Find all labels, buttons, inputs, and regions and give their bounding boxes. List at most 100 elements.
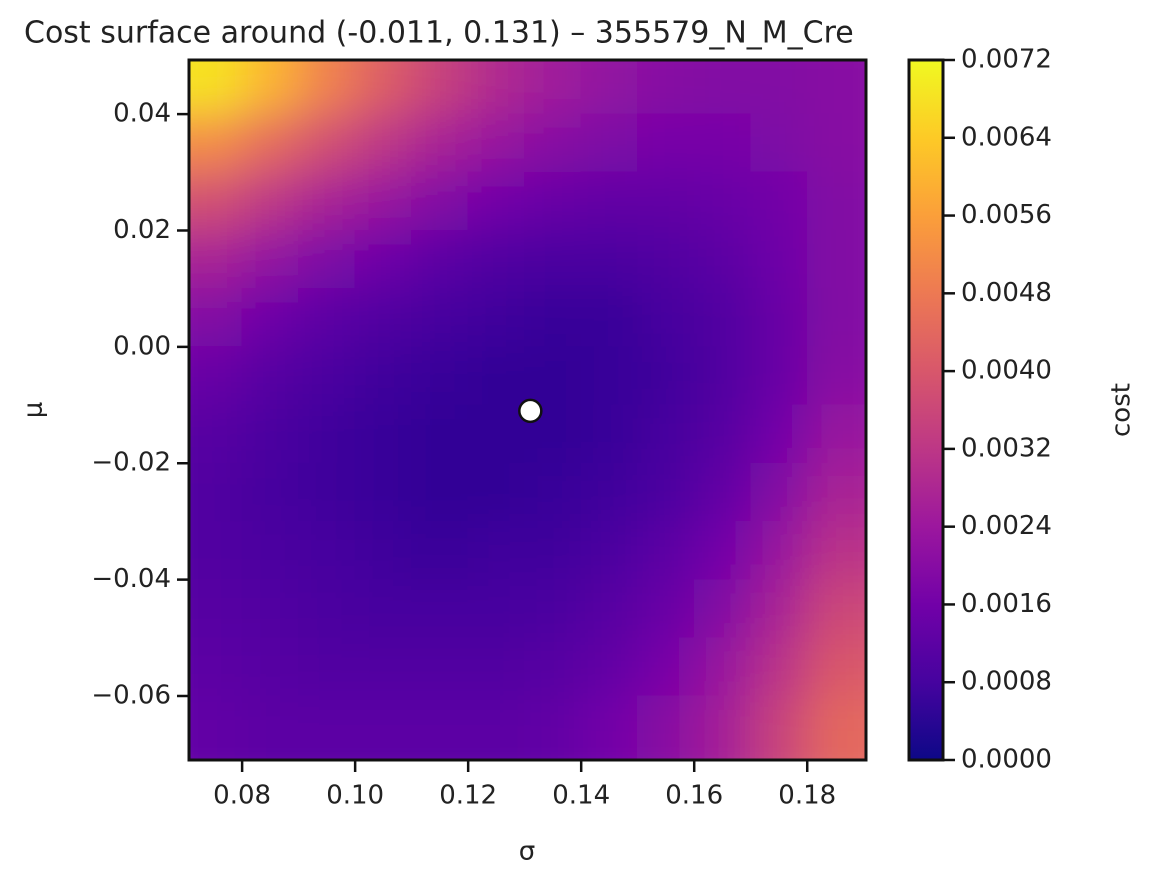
surface-cell <box>637 60 695 115</box>
surface-cell <box>580 579 639 639</box>
surface-cell <box>354 520 413 581</box>
surface-cell <box>241 520 300 581</box>
surface-cell <box>189 113 243 173</box>
colorbar-label: cost <box>1107 383 1137 437</box>
surface-cell <box>189 579 243 639</box>
surface-cell <box>806 229 866 290</box>
surface-cell <box>806 695 866 760</box>
surface-cell <box>411 113 469 173</box>
surface-cell <box>524 171 582 231</box>
surface-cell <box>806 462 866 522</box>
surface-cell <box>354 113 413 173</box>
surface-cell <box>580 695 639 760</box>
surface-cell <box>189 346 243 406</box>
surface-cell <box>693 520 752 581</box>
surface-cell <box>693 288 752 348</box>
colorbar <box>907 58 945 762</box>
surface-cell <box>693 579 752 639</box>
surface-cell <box>354 462 413 522</box>
surface-cell <box>467 113 526 173</box>
optimum-marker <box>518 398 543 424</box>
surface-cell <box>524 60 582 115</box>
surface-cell <box>298 288 356 348</box>
x-tick-label: 0.12 <box>439 781 497 811</box>
colorbar-tick-label: 0.0024 <box>961 511 1052 541</box>
surface-cell <box>241 229 300 290</box>
colorbar-tick-label: 0.0016 <box>961 589 1052 619</box>
surface-cell <box>189 288 243 348</box>
surface-cell <box>750 695 808 760</box>
surface-cell <box>524 637 582 697</box>
surface-cell <box>411 346 469 406</box>
y-tick-label: 0.02 <box>113 215 171 245</box>
surface-cell <box>354 288 413 348</box>
surface-cell <box>411 404 469 464</box>
surface-cell <box>411 229 469 290</box>
surface-cell <box>580 60 639 115</box>
surface-cell <box>241 404 300 464</box>
surface-cell <box>806 637 866 697</box>
surface-cell <box>693 462 752 522</box>
surface-cell <box>806 288 866 348</box>
surface-cell <box>467 637 526 697</box>
surface-cell <box>580 171 639 231</box>
surface-cell <box>806 171 866 231</box>
surface-cell <box>580 637 639 697</box>
surface-cell <box>693 113 752 173</box>
surface-cell <box>467 579 526 639</box>
surface-cell <box>580 520 639 581</box>
surface-cell <box>524 113 582 173</box>
surface-cell <box>693 637 752 697</box>
surface-cell <box>298 520 356 581</box>
surface-cell <box>637 462 695 522</box>
surface-cell <box>467 520 526 581</box>
surface-cell <box>298 579 356 639</box>
surface-cell <box>580 346 639 406</box>
surface-cell <box>189 695 243 760</box>
surface-cell <box>524 462 582 522</box>
surface <box>189 60 866 760</box>
colorbar-tick-label: 0.0048 <box>961 278 1052 308</box>
surface-cell <box>637 695 695 760</box>
surface-cell <box>637 579 695 639</box>
surface-cell <box>524 229 582 290</box>
surface-cell <box>467 288 526 348</box>
surface-cell <box>189 404 243 464</box>
surface-cell <box>637 520 695 581</box>
surface-cell <box>637 171 695 231</box>
surface-cell <box>637 288 695 348</box>
surface-cell <box>750 520 808 581</box>
surface-cell <box>693 171 752 231</box>
surface-cell <box>411 171 469 231</box>
foreground: 0.08 0.10 0.12 0.14 0.16 0.18 −0.06 −0.04 −0.02 0… <box>91 45 1052 811</box>
surface-cell <box>467 229 526 290</box>
surface-cell <box>298 695 356 760</box>
plot-area <box>189 60 866 760</box>
surface-cell <box>693 60 752 115</box>
y-tick-label: −0.04 <box>91 564 171 594</box>
surface-cell <box>524 346 582 406</box>
surface-cell <box>241 637 300 697</box>
surface-cell <box>524 288 582 348</box>
surface-cell <box>524 579 582 639</box>
y-tick-label: 0.04 <box>113 99 171 129</box>
surface-cell <box>241 171 300 231</box>
y-axis-label: μ <box>19 402 49 419</box>
surface-cell <box>189 229 243 290</box>
colorbar-tick-label: 0.0064 <box>961 122 1052 152</box>
surface-cell <box>467 462 526 522</box>
colorbar-tick-label: 0.0000 <box>961 745 1052 775</box>
surface-cell <box>354 60 413 115</box>
surface-cell <box>411 637 469 697</box>
surface-cell <box>298 462 356 522</box>
surface-cell <box>411 520 469 581</box>
surface-cell <box>806 579 866 639</box>
surface-cell <box>580 229 639 290</box>
surface-cell <box>411 462 469 522</box>
surface-cell <box>467 346 526 406</box>
surface-cell <box>298 60 356 115</box>
surface-cell <box>241 113 300 173</box>
surface-cell <box>524 520 582 581</box>
